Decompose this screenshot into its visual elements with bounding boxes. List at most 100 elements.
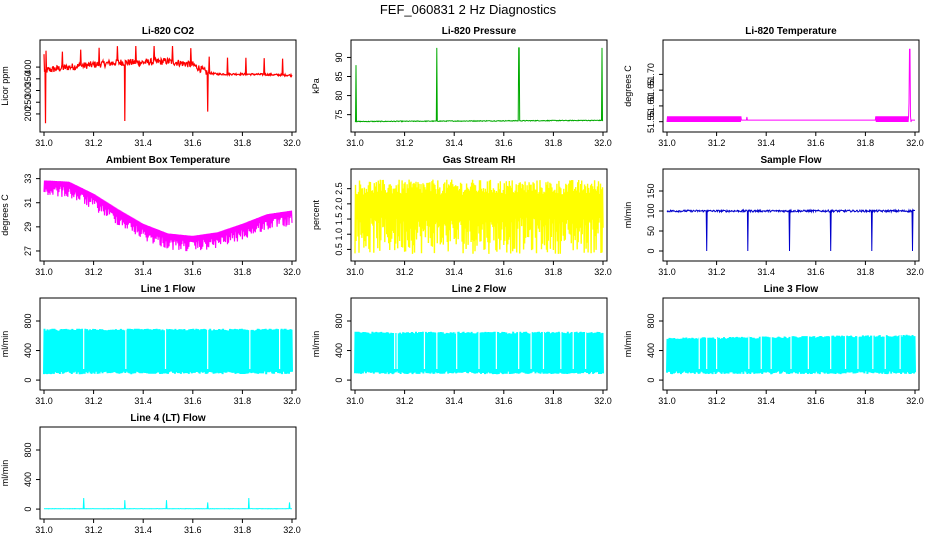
panel-5-xtick-label-5: 32.0	[594, 267, 612, 277]
panel-1-xtick-label-1: 31.2	[85, 138, 103, 148]
panel-9-xtick-label-1: 31.2	[708, 396, 726, 406]
panel-9-xtick-label-5: 32.0	[906, 396, 924, 406]
panel-1-title: Li-820 CO2	[142, 26, 195, 37]
panel-1-xtick-label-5: 32.0	[283, 138, 301, 148]
panel-1-xtick-label-2: 31.4	[134, 138, 152, 148]
panel-5-xtick-label-4: 31.8	[545, 267, 563, 277]
panel-7-xtick-label-3: 31.6	[184, 396, 202, 406]
panel-9-frame	[662, 297, 920, 391]
panel-5-xtick-label-1: 31.2	[396, 267, 414, 277]
panel-5-ylabel: percent	[311, 199, 321, 230]
panel-7-ylabel: ml/min	[0, 331, 10, 358]
panel-5-xtick-label-2: 31.4	[445, 267, 463, 277]
panel-3-xtick-label-5: 32.0	[906, 138, 924, 148]
panel-4-xtick-label-0: 31.0	[35, 267, 53, 277]
panel-4-xtick-label-5: 32.0	[283, 267, 301, 277]
panel-10-xtick-label-3: 31.6	[184, 525, 202, 535]
panel-9-ytick-label-0: 0	[646, 378, 656, 383]
panel-7-xtick-label-5: 32.0	[283, 396, 301, 406]
panel-1-xtick-label-3: 31.6	[184, 138, 202, 148]
panel-5-title: Gas Stream RH	[443, 155, 516, 166]
panel-3-xtick-label-4: 31.8	[857, 138, 875, 148]
panel-7-xtick-label-0: 31.0	[35, 396, 53, 406]
panel-1-xtick-label-4: 31.8	[234, 138, 252, 148]
panel-8-ylabel: ml/min	[311, 331, 321, 358]
panel-3-frame	[662, 39, 920, 133]
panel-8-ytick-label-2: 800	[334, 313, 344, 328]
panel-8-title: Line 2 Flow	[452, 284, 507, 295]
panel-1-ytick-label-2: 300	[23, 83, 33, 98]
panel-6-xtick-label-5: 32.0	[906, 267, 924, 277]
panel-5-xtick-label-0: 31.0	[346, 267, 364, 277]
panel-7-xtick-label-4: 31.8	[234, 396, 252, 406]
panel-4-frame	[39, 168, 297, 262]
panel-5-ytick-label-1: 1.0	[334, 228, 344, 241]
panel-9-series-trace	[666, 334, 916, 375]
panel-4-ytick-label-1: 29	[23, 222, 33, 232]
panel-8-frame	[350, 297, 608, 391]
panel-7-ytick-label-2: 800	[23, 313, 33, 328]
figure-title: FEF_060831 2 Hz Diagnostics	[379, 2, 557, 17]
panel-1-ytick-label-4: 400	[23, 60, 33, 75]
panel-2-ytick-label-2: 85	[334, 72, 344, 82]
panel-1-series-trace	[43, 45, 293, 124]
panel-3-xtick-label-0: 31.0	[658, 138, 676, 148]
panel-3-ylabel: degrees C	[623, 65, 633, 107]
panel-3-ytick-label-0: 51.55	[646, 110, 656, 133]
panel-2-xtick-label-5: 32.0	[594, 138, 612, 148]
panel-6-xtick-label-3: 31.6	[807, 267, 825, 277]
panel-9-ylabel: ml/min	[623, 331, 633, 358]
panel-8-xtick-label-1: 31.2	[396, 396, 414, 406]
panel-8-series-trace	[354, 331, 604, 375]
panel-4-ytick-label-0: 27	[23, 246, 33, 256]
panel-7-title: Line 1 Flow	[141, 284, 196, 295]
panel-10-title: Line 4 (LT) Flow	[130, 413, 206, 424]
panel-10-xtick-label-2: 31.4	[134, 525, 152, 535]
panel-4-xtick-label-2: 31.4	[134, 267, 152, 277]
panel-10-ylabel: ml/min	[0, 460, 10, 487]
panel-2-ytick-label-1: 80	[334, 91, 344, 101]
panel-8-xtick-label-3: 31.6	[495, 396, 513, 406]
panel-3-series-trace	[666, 48, 915, 123]
panel-2-xtick-label-3: 31.6	[495, 138, 513, 148]
panel-8-xtick-label-4: 31.8	[545, 396, 563, 406]
panel-7-series-trace	[43, 328, 293, 375]
panel-8-ytick-label-0: 0	[334, 378, 344, 383]
panel-6-ytick-label-2: 100	[646, 203, 656, 218]
panel-8-xtick-label-2: 31.4	[445, 396, 463, 406]
panel-2-frame	[350, 39, 608, 133]
panel-4-title: Ambient Box Temperature	[106, 155, 231, 166]
panel-3-ytick-label-2: 51.65	[646, 79, 656, 102]
panel-5-series-trace	[354, 179, 604, 254]
panel-6-xtick-label-0: 31.0	[658, 267, 676, 277]
panel-6-frame	[662, 168, 920, 262]
panel-9-ytick-label-2: 800	[646, 313, 656, 328]
panel-4-xtick-label-1: 31.2	[85, 267, 103, 277]
panel-6-ytick-label-1: 50	[646, 226, 656, 236]
panel-9-xtick-label-3: 31.6	[807, 396, 825, 406]
panel-10-ytick-label-0: 0	[23, 507, 33, 512]
panel-3-ytick-label-1: 51.60	[646, 95, 656, 118]
panel-7-frame	[39, 297, 297, 391]
panel-6-xtick-label-2: 31.4	[757, 267, 775, 277]
panel-10-xtick-label-0: 31.0	[35, 525, 53, 535]
panel-10-xtick-label-1: 31.2	[85, 525, 103, 535]
panel-6-series-trace	[666, 208, 916, 252]
panel-4-ytick-label-3: 33	[23, 174, 33, 184]
panel-1-ylabel: Licor ppm	[0, 66, 10, 106]
panel-6-ytick-label-3: 150	[646, 183, 656, 198]
panel-5-ytick-label-2: 1.5	[334, 213, 344, 226]
panel-8-ytick-label-1: 400	[334, 343, 344, 358]
panel-10-ytick-label-2: 800	[23, 442, 33, 457]
panel-5-xtick-label-3: 31.6	[495, 267, 513, 277]
panel-1-ytick-label-3: 350	[23, 71, 33, 86]
panel-10-series-trace	[43, 497, 292, 510]
panel-9-xtick-label-0: 31.0	[658, 396, 676, 406]
panel-10-xtick-label-5: 32.0	[283, 525, 301, 535]
panel-2-xtick-label-0: 31.0	[346, 138, 364, 148]
panel-2-xtick-label-2: 31.4	[445, 138, 463, 148]
panel-2-series-trace	[354, 47, 604, 123]
panel-5-ytick-label-3: 2.0	[334, 198, 344, 211]
panel-4-ytick-label-2: 31	[23, 198, 33, 208]
